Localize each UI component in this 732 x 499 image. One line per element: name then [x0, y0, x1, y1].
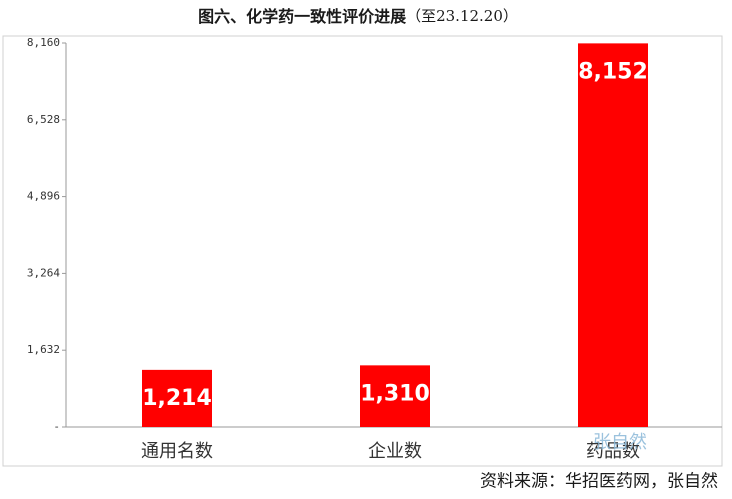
- source-note: 资料来源：华招医药网，张自然: [480, 472, 718, 492]
- chart-title: 图六、化学药一致性评价进展: [198, 7, 407, 26]
- bar: [142, 369, 212, 427]
- x-tick-label: 通用名数: [141, 441, 213, 462]
- title-group: 图六、化学药一致性评价进展（至23.12.20）: [198, 7, 518, 26]
- y-tick-label: 4,896: [27, 190, 60, 203]
- y-tick-label: -: [53, 420, 60, 433]
- watermark: 张自然: [593, 432, 647, 453]
- y-tick-label: 1,632: [27, 343, 60, 356]
- y-tick-label: 3,264: [27, 266, 60, 279]
- x-tick-label: 企业数: [368, 441, 422, 462]
- bar: [360, 365, 430, 427]
- x-tick-label: 药品数: [586, 441, 640, 462]
- value-label: 1,310: [360, 381, 430, 406]
- chart-title-note: （至23.12.20）: [406, 7, 518, 25]
- value-label: 8,152: [578, 59, 648, 84]
- y-tick-label: 6,528: [27, 113, 60, 126]
- bar: [578, 43, 648, 428]
- value-label: 1,214: [142, 386, 212, 411]
- chart-border: [2, 35, 723, 467]
- y-tick-label: 8,160: [27, 36, 60, 49]
